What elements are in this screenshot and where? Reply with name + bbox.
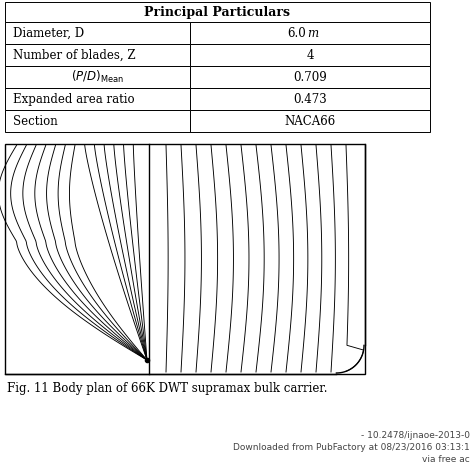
Text: Section: Section bbox=[13, 115, 58, 128]
Text: NACA66: NACA66 bbox=[284, 115, 336, 128]
FancyBboxPatch shape bbox=[190, 110, 430, 132]
FancyBboxPatch shape bbox=[5, 144, 365, 374]
FancyBboxPatch shape bbox=[5, 88, 190, 110]
Text: $(P/D)_{\rm Mean}$: $(P/D)_{\rm Mean}$ bbox=[71, 69, 124, 85]
Text: 6.0: 6.0 bbox=[287, 27, 306, 39]
Text: m: m bbox=[307, 27, 318, 39]
FancyBboxPatch shape bbox=[190, 88, 430, 110]
Text: Diameter, D: Diameter, D bbox=[13, 27, 84, 39]
FancyBboxPatch shape bbox=[190, 22, 430, 44]
Text: Downloaded from PubFactory at 08/23/2016 03:13:1: Downloaded from PubFactory at 08/23/2016… bbox=[233, 443, 470, 452]
FancyBboxPatch shape bbox=[5, 22, 190, 44]
Text: Expanded area ratio: Expanded area ratio bbox=[13, 92, 135, 106]
Text: 4: 4 bbox=[306, 48, 314, 62]
Text: - 10.2478/ijnaoe-2013-0: - 10.2478/ijnaoe-2013-0 bbox=[361, 431, 470, 440]
Text: Principal Particulars: Principal Particulars bbox=[145, 6, 291, 18]
FancyBboxPatch shape bbox=[190, 44, 430, 66]
Text: 0.709: 0.709 bbox=[293, 71, 327, 83]
Text: 0.473: 0.473 bbox=[293, 92, 327, 106]
Text: Fig. 11 Body plan of 66K DWT supramax bulk carrier.: Fig. 11 Body plan of 66K DWT supramax bu… bbox=[7, 382, 328, 395]
Text: Number of blades, Z: Number of blades, Z bbox=[13, 48, 136, 62]
Text: via free ac: via free ac bbox=[422, 455, 470, 464]
FancyBboxPatch shape bbox=[5, 44, 190, 66]
FancyBboxPatch shape bbox=[5, 110, 190, 132]
FancyBboxPatch shape bbox=[5, 66, 190, 88]
FancyBboxPatch shape bbox=[5, 2, 430, 22]
FancyBboxPatch shape bbox=[190, 66, 430, 88]
